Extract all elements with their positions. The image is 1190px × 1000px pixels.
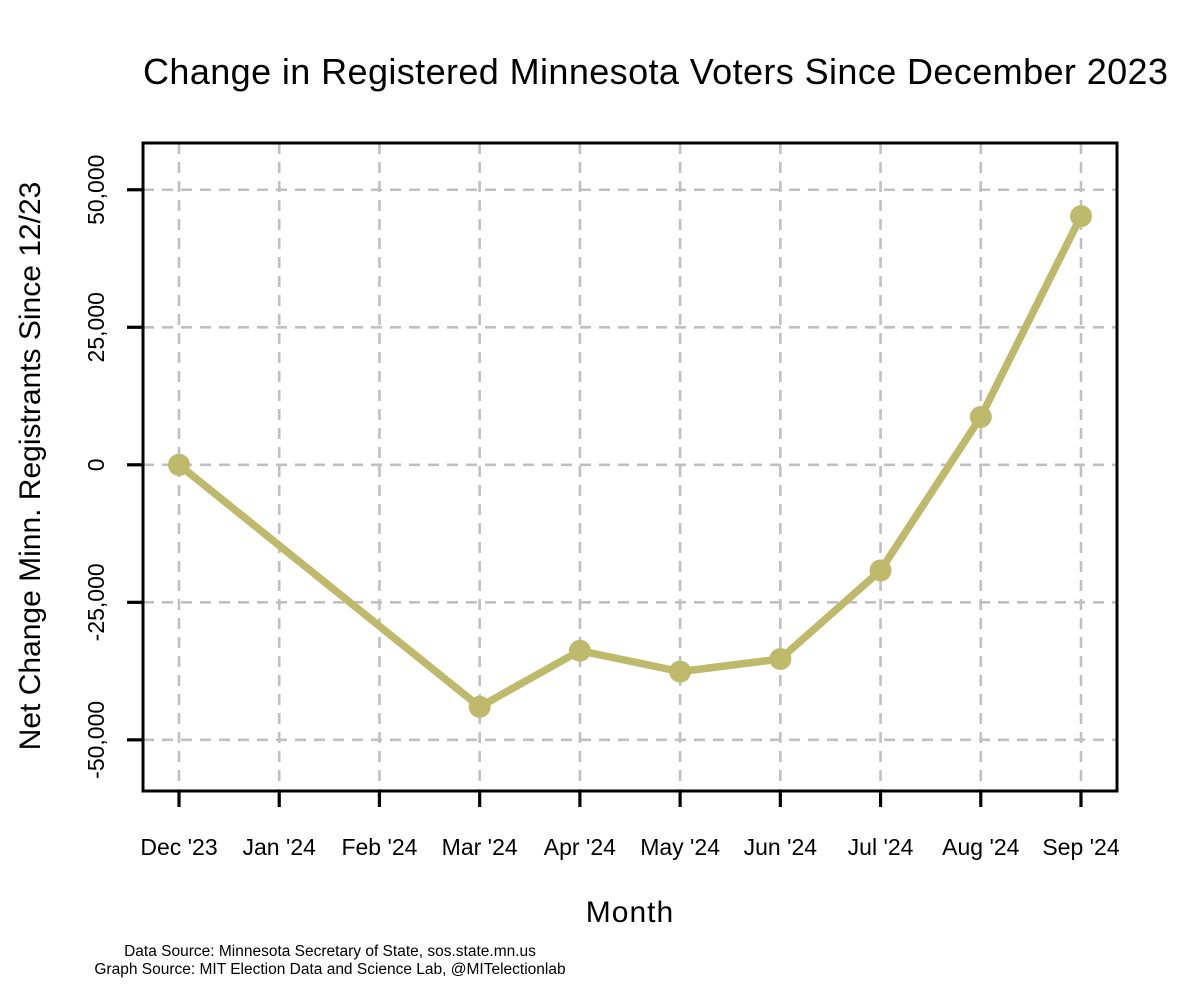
x-tick-label: Feb '24: [341, 834, 417, 860]
y-tick-label: -50,000: [83, 701, 109, 779]
x-tick-label: Sep '24: [1042, 834, 1119, 860]
grid-layer: [143, 143, 1117, 791]
data-series-layer: [168, 205, 1092, 718]
x-tick-label: Aug '24: [942, 834, 1019, 860]
data-line: [175, 212, 1085, 711]
x-axis-title: Month: [585, 896, 675, 929]
axis-layer: [127, 141, 1119, 807]
x-tick-label: Jun '24: [744, 834, 818, 860]
footnotes: Data Source: Minnesota Secretary of Stat…: [79, 943, 581, 978]
tick-label-layer: Dec '23 Jan '24 Feb '24 Mar '24 Apr '24 May '…: [83, 155, 1120, 860]
y-tick-label: 50,000: [83, 155, 109, 225]
chart-title: Change in Registered Minnesota Voters Si…: [143, 51, 1169, 92]
y-tick-label: 0: [83, 458, 109, 471]
x-tick-label: Jan '24: [242, 834, 316, 860]
y-tick-label: 25,000: [83, 292, 109, 362]
data-point: [168, 453, 190, 476]
data-point: [869, 559, 892, 582]
data-point: [669, 660, 692, 683]
y-tick-label: -25,000: [83, 563, 109, 641]
x-tick-label: Mar '24: [442, 834, 518, 860]
footnote-graph-source: Graph Source: MIT Election Data and Scie…: [94, 960, 566, 978]
data-point: [468, 695, 491, 718]
x-tick-label: Dec '23: [140, 834, 217, 860]
x-tick-label: Jul '24: [848, 834, 914, 860]
x-tick-label: May '24: [640, 834, 720, 860]
plot-border: [141, 141, 1119, 793]
data-point: [1070, 205, 1092, 228]
data-point: [568, 639, 591, 662]
footnote-data-source: Data Source: Minnesota Secretary of Stat…: [124, 943, 536, 960]
data-point: [769, 647, 792, 670]
data-point: [969, 405, 992, 428]
x-tick-label: Apr '24: [544, 834, 616, 860]
